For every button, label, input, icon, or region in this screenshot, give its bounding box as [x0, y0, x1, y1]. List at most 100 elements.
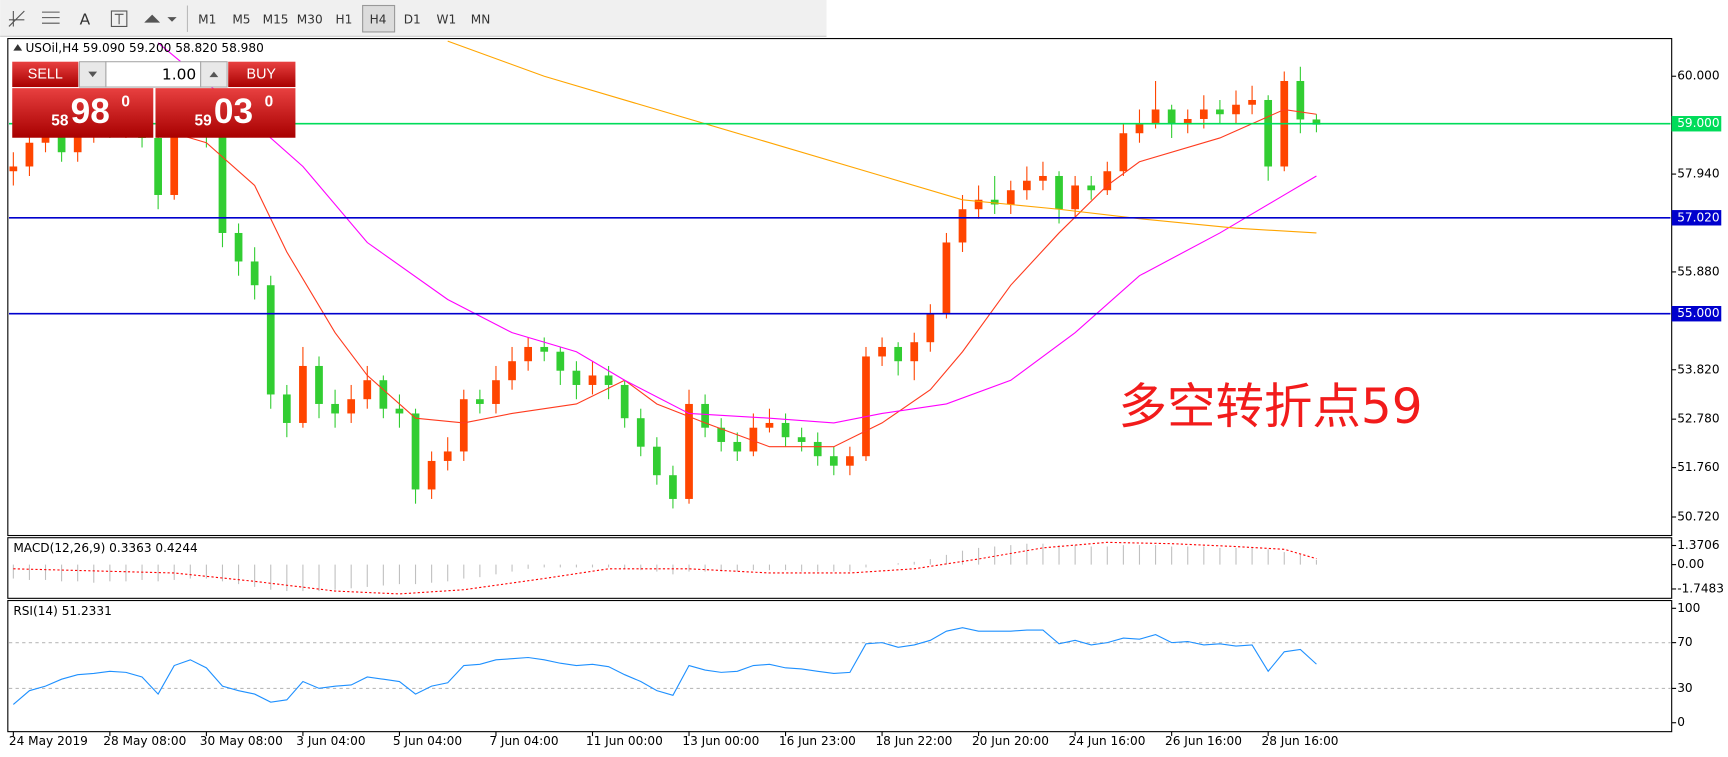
x-tick-label: 20 Jun 20:00: [972, 734, 1049, 748]
candle-body: [170, 128, 179, 195]
icon-label[interactable]: [110, 10, 128, 27]
candle-body: [299, 365, 307, 423]
candle-body: [620, 384, 629, 419]
active-timeframe: [362, 4, 396, 33]
candle-body: [958, 209, 967, 243]
candle-body: [1023, 180, 1031, 191]
candle-body: [1183, 118, 1192, 124]
candle-body: [476, 399, 484, 404]
icon-lines[interactable]: [41, 11, 60, 24]
y-tick-label: 52.780: [1677, 412, 1719, 426]
timeframe-button[interactable]: D1: [404, 12, 421, 26]
sell-sup: 0: [121, 94, 130, 111]
candle-body: [266, 285, 275, 395]
sell-price-box[interactable]: [12, 88, 154, 138]
candle-body: [765, 422, 774, 428]
chart-title: USOil,H4 59.090 59.200 58.820 58.980: [25, 41, 263, 55]
volume[interactable]: 1.00: [162, 65, 196, 83]
buy-main: 03: [214, 92, 253, 131]
timeframe-button[interactable]: MN: [471, 12, 491, 26]
y-tick-label: 100: [1677, 601, 1700, 615]
sell-label[interactable]: SELL: [28, 67, 63, 83]
x-tick-label: 24 May 2019: [9, 734, 88, 748]
candle-body: [379, 380, 388, 409]
candle-body: [250, 261, 259, 286]
candle-body: [1135, 123, 1144, 134]
candle-body: [990, 199, 999, 205]
moving-average: [174, 108, 1317, 448]
y-tick-label: 50.720: [1677, 509, 1719, 523]
price-tag: [1671, 306, 1722, 322]
candle-body: [749, 427, 758, 452]
timeframe-button[interactable]: H4: [370, 12, 387, 26]
candle-body: [669, 475, 677, 499]
candle-body: [894, 346, 903, 362]
one-click-trading: SELL 1.00 BUY 58 98 0 59 03 0: [12, 61, 296, 138]
x-tick-label: 26 Jun 16:00: [1165, 734, 1242, 748]
candle-body: [1119, 133, 1128, 172]
candle-body: [829, 456, 838, 466]
candle-body: [25, 142, 34, 167]
candle-body: [781, 422, 790, 438]
buy-label[interactable]: BUY: [247, 67, 277, 83]
icon-arrows[interactable]: [144, 14, 177, 23]
x-tick-label: 11 Jun 00:00: [586, 734, 663, 748]
sell-button[interactable]: [12, 61, 79, 88]
candle-body: [1199, 109, 1208, 119]
x-tick-label: 16 Jun 23:00: [779, 734, 856, 748]
buy-prefix: 59: [195, 112, 212, 129]
candle-body: [1312, 119, 1321, 125]
y-tick-label: 70: [1677, 635, 1692, 649]
timeframe-button[interactable]: M1: [198, 12, 216, 26]
candle-body: [717, 427, 726, 442]
candle-body: [862, 356, 870, 457]
candle-body: [910, 342, 919, 362]
candle-body: [282, 394, 291, 423]
candle-body: [1087, 185, 1096, 191]
candle-body: [411, 413, 420, 490]
candle-body: [701, 403, 709, 428]
price-tag-label: 57.020: [1677, 210, 1719, 224]
time-axis: 24 May 2019 28 May 08:00 30 May 08:00 3 Jun…: [9, 731, 1339, 748]
chart-icon: [13, 44, 23, 51]
candle-body: [1264, 99, 1273, 167]
y-tick-label: 0.00: [1677, 557, 1704, 571]
toolbar-bg: [0, 0, 827, 37]
rsi-panel: RSI(14) 51.2331 100 70 30 0: [7, 599, 1700, 733]
candle-body: [57, 128, 66, 153]
candle-body: [363, 380, 372, 400]
candle-body: [73, 133, 82, 153]
macd-title: MACD(12,26,9) 0.3363 0.4244: [13, 541, 198, 555]
x-tick-label: 28 Jun 16:00: [1262, 734, 1339, 748]
timeframe-button[interactable]: M5: [232, 12, 250, 26]
candle-body: [218, 133, 227, 233]
candle-body: [1006, 190, 1015, 205]
timeframe-button[interactable]: M30: [297, 12, 323, 26]
buy-price-box[interactable]: [155, 88, 296, 138]
y-tick-label: 30: [1677, 681, 1692, 695]
buy-sup: 0: [265, 94, 274, 111]
annotation: 多空转折点59: [1119, 379, 1423, 435]
candle-body: [604, 375, 613, 385]
candle-body: [652, 446, 661, 476]
price-tag-label: 55.000: [1677, 306, 1719, 320]
buy-button[interactable]: [228, 61, 296, 88]
candle-body: [733, 441, 742, 452]
icon-crosshair[interactable]: [8, 10, 25, 27]
macd-panel: MACD(12,26,9) 0.3363 0.4244 1.3706 0.00 -1…: [7, 537, 1724, 599]
candle-body: [556, 351, 565, 371]
candle-body: [1248, 99, 1256, 105]
candle-body: [395, 408, 404, 414]
candle-body: [331, 403, 339, 414]
candle-body: [813, 441, 822, 457]
timeframe-button[interactable]: H1: [336, 12, 353, 26]
timeframe-button[interactable]: M15: [263, 12, 289, 26]
icon-text[interactable]: A: [80, 10, 91, 28]
candle-body: [1296, 80, 1305, 120]
rsi-frame: [7, 599, 1673, 733]
y-tick-label: 60.000: [1677, 69, 1719, 83]
timeframe-button[interactable]: W1: [437, 12, 457, 26]
x-tick-label: 18 Jun 22:00: [875, 734, 952, 748]
indicator-line: [12, 627, 1317, 705]
